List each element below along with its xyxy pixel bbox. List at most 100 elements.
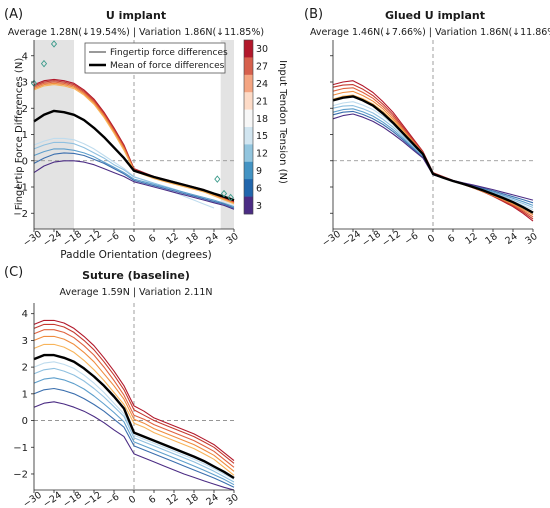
y-tick-label: 4 xyxy=(22,309,28,320)
colorbar-segment xyxy=(244,40,253,58)
colorbar-tick-label: 21 xyxy=(256,96,268,107)
outlier-marker xyxy=(214,175,221,183)
plot-area-b: −30−24−18−12 −6 0 6 12 18 24 30 xyxy=(320,40,540,250)
panel-label-b: (B) xyxy=(304,7,323,22)
colorbar-tick-label: 27 xyxy=(256,62,268,73)
x-tick-label: 30 xyxy=(224,231,240,247)
colorbar-segment xyxy=(244,92,253,110)
shaded-region xyxy=(34,40,74,229)
colorbar-segment xyxy=(244,144,253,163)
mean-series-line xyxy=(332,95,534,214)
x-axis-label: Paddle Orientation (degrees) xyxy=(60,249,211,261)
panel-label-a: (A) xyxy=(4,7,23,22)
legend-thin-label: Fingertip force differences xyxy=(110,48,228,58)
y-tick-label: 1 xyxy=(22,130,28,141)
x-tick-label: −6 xyxy=(104,230,122,247)
colorbar: 30 27 24 21 18 15 12 9 6 3 xyxy=(243,39,268,215)
x-tick-label: 0 xyxy=(426,233,437,245)
x-tick-label: 18 xyxy=(184,492,200,508)
x-tick-label: −12 xyxy=(380,229,403,250)
series-line-15N xyxy=(33,361,235,480)
x-tick-label: −6 xyxy=(104,491,122,508)
colorbar-tick-label: 3 xyxy=(256,201,262,212)
colorbar-segment xyxy=(244,161,253,180)
x-tick-label: −24 xyxy=(41,229,64,250)
legend-thick-label: Mean of force differences xyxy=(110,61,225,71)
series-line-6N xyxy=(33,152,235,209)
series-line-30N xyxy=(33,319,235,462)
x-tick-label: −18 xyxy=(61,229,84,250)
colorbar-segment xyxy=(244,74,253,93)
x-tick-label: 18 xyxy=(483,231,499,247)
x-tick-label: 12 xyxy=(164,231,180,247)
y-tick-label: 3 xyxy=(22,336,28,347)
x-tick-label: 0 xyxy=(127,494,138,506)
x-tick-label: −30 xyxy=(21,490,44,508)
x-tick-label: 30 xyxy=(523,231,539,247)
x-tick-label: 0 xyxy=(127,233,138,245)
y-tick-label: 2 xyxy=(22,104,28,115)
series-line-15N xyxy=(33,137,215,209)
colorbar-segment xyxy=(244,57,253,76)
series-line-12N xyxy=(33,367,235,483)
y-tick-label: 0 xyxy=(22,416,28,427)
panel-label-c: (C) xyxy=(4,265,23,280)
panel-title-c: Suture (baseline) xyxy=(82,269,190,282)
series-line-24N xyxy=(33,329,235,468)
panel-a: (A) U implant Average 1.28N(↓19.54%) | V… xyxy=(4,7,288,261)
colorbar-tick-label: 15 xyxy=(256,131,268,142)
x-tick-label: 6 xyxy=(446,233,457,245)
y-tick-label: 1 xyxy=(22,389,28,400)
outlier-marker xyxy=(227,193,234,202)
panel-title-a: U implant xyxy=(106,9,166,22)
colorbar-tick-label: 30 xyxy=(256,44,268,55)
panel-subtitle-b: Average 1.46N(↓7.66%) | Variation 1.86N(… xyxy=(310,27,550,38)
x-tick-label: −30 xyxy=(320,229,343,250)
series-line-6N xyxy=(33,387,235,488)
x-tick-label: −6 xyxy=(403,230,421,247)
colorbar-segment xyxy=(244,196,253,215)
x-tick-label: −12 xyxy=(81,490,104,508)
colorbar-segment xyxy=(244,127,253,145)
y-axis-label: Fingertip Force Differences (N) xyxy=(14,58,25,211)
outlier-marker xyxy=(50,40,58,48)
y-tick-label: −1 xyxy=(13,443,28,454)
colorbar-tick-label: 6 xyxy=(256,183,262,194)
y-tick-label: 0 xyxy=(22,156,28,167)
outlier-marker xyxy=(40,59,48,68)
x-tick-label: 6 xyxy=(147,233,158,245)
x-tick-label: 24 xyxy=(204,231,220,247)
series-line-9N xyxy=(33,148,235,208)
y-tick-label: 2 xyxy=(22,363,28,374)
colorbar-label: Input Tendon Tension (N) xyxy=(277,60,288,184)
colorbar-segment xyxy=(244,109,253,128)
y-tick-label: −2 xyxy=(13,209,28,220)
series-line-3N xyxy=(33,160,235,210)
x-tick-label: 12 xyxy=(164,492,180,508)
x-tick-label: −24 xyxy=(340,229,363,250)
colorbar-tick-label: 12 xyxy=(256,149,268,160)
colorbar-tick-label: 9 xyxy=(256,166,262,177)
x-tick-label: 24 xyxy=(503,231,519,247)
x-tick-label: −18 xyxy=(61,490,84,508)
x-tick-label: 6 xyxy=(147,494,158,506)
shaded-region xyxy=(220,40,234,229)
x-tick-label: 24 xyxy=(204,492,220,508)
series-line-21N xyxy=(33,335,235,472)
panel-title-b: Glued U implant xyxy=(385,9,485,22)
x-tick-label: −24 xyxy=(41,490,64,508)
series-line-27N xyxy=(33,323,235,464)
x-tick-label: 12 xyxy=(463,231,479,247)
mean-series-line xyxy=(33,353,235,480)
series-line-3N xyxy=(33,401,235,491)
outlier-marker xyxy=(220,189,228,198)
panel-subtitle-c: Average 1.59N | Variation 2.11N xyxy=(60,287,213,298)
mean-series-line xyxy=(33,109,235,202)
x-tick-label: −12 xyxy=(81,229,104,250)
panel-c: (C) Suture (baseline) Average 1.59N | Va… xyxy=(4,265,241,508)
panel-b: (B) Glued U implant Average 1.46N(↓7.66%… xyxy=(304,7,550,249)
colorbar-frame xyxy=(243,39,254,215)
y-tick-label: 3 xyxy=(22,78,28,89)
